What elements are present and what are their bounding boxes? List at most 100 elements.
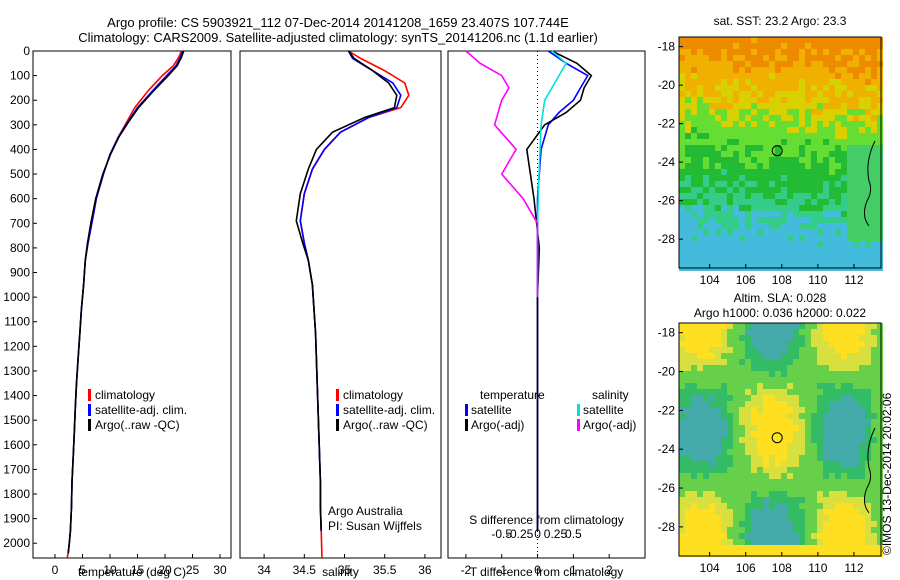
map-cell bbox=[739, 61, 745, 67]
map-cell bbox=[871, 97, 877, 103]
map-cell bbox=[703, 389, 709, 395]
map-cell bbox=[787, 235, 793, 241]
map-cell bbox=[775, 365, 781, 371]
map-cell bbox=[841, 259, 847, 265]
map-cell bbox=[793, 217, 799, 223]
map-cell bbox=[733, 223, 739, 229]
map-cell bbox=[823, 115, 829, 121]
map-cell bbox=[847, 115, 853, 121]
map-cell bbox=[679, 551, 685, 557]
map-cell bbox=[721, 73, 727, 79]
map-cell bbox=[763, 407, 769, 413]
map-cell bbox=[787, 229, 793, 235]
map-cell bbox=[793, 73, 799, 79]
map-cell bbox=[859, 503, 865, 509]
map-cell bbox=[877, 503, 883, 509]
map-cell bbox=[691, 473, 697, 479]
map-cell bbox=[703, 503, 709, 509]
map-cell bbox=[679, 521, 685, 527]
map-cell bbox=[817, 37, 823, 43]
map-cell bbox=[769, 473, 775, 479]
map-cell bbox=[781, 121, 787, 127]
y-tick-label: 1900 bbox=[3, 512, 30, 526]
map-cell bbox=[781, 217, 787, 223]
map-cell bbox=[829, 503, 835, 509]
map-cell bbox=[679, 353, 685, 359]
map-cell bbox=[835, 43, 841, 49]
map-cell bbox=[841, 413, 847, 419]
map-cell bbox=[697, 73, 703, 79]
map-cell bbox=[817, 169, 823, 175]
map-cell bbox=[835, 323, 841, 329]
map-cell bbox=[811, 223, 817, 229]
map-cell bbox=[751, 401, 757, 407]
map-cell bbox=[703, 85, 709, 91]
map-cell bbox=[853, 73, 859, 79]
map-cell bbox=[691, 235, 697, 241]
legend-swatch bbox=[577, 419, 580, 431]
map-cell bbox=[823, 241, 829, 247]
map-cell bbox=[691, 341, 697, 347]
map-cell bbox=[799, 235, 805, 241]
map-cell bbox=[871, 55, 877, 61]
map-cell bbox=[829, 377, 835, 383]
map-cell bbox=[811, 545, 817, 551]
map-cell bbox=[829, 497, 835, 503]
map-cell bbox=[865, 527, 871, 533]
map-cell bbox=[871, 449, 877, 455]
map-cell bbox=[817, 509, 823, 515]
map-cell bbox=[751, 163, 757, 169]
map-cell bbox=[805, 85, 811, 91]
map-frame bbox=[678, 36, 882, 269]
map-cell bbox=[847, 103, 853, 109]
map-cell bbox=[793, 335, 799, 341]
map-cell bbox=[745, 229, 751, 235]
x-tick-label: 108 bbox=[772, 273, 792, 287]
map-cell bbox=[685, 335, 691, 341]
map-cell bbox=[787, 455, 793, 461]
map-cell bbox=[775, 259, 781, 265]
map-cell bbox=[817, 365, 823, 371]
map-cell bbox=[751, 139, 757, 145]
map-cell bbox=[805, 43, 811, 49]
map-cell bbox=[721, 491, 727, 497]
map-cell bbox=[757, 193, 763, 199]
map-cell bbox=[853, 521, 859, 527]
map-cell bbox=[715, 425, 721, 431]
map-cell bbox=[775, 223, 781, 229]
map-cell bbox=[745, 527, 751, 533]
map-cell bbox=[763, 247, 769, 253]
map-cell bbox=[721, 371, 727, 377]
map-cell bbox=[823, 353, 829, 359]
map-cell bbox=[769, 329, 775, 335]
map-cell bbox=[709, 473, 715, 479]
map-cell bbox=[751, 455, 757, 461]
map-cell bbox=[877, 121, 883, 127]
map-cell bbox=[697, 175, 703, 181]
map-cell bbox=[685, 449, 691, 455]
map-cell bbox=[763, 199, 769, 205]
map-cell bbox=[775, 455, 781, 461]
map-cell bbox=[763, 335, 769, 341]
map-cell bbox=[781, 55, 787, 61]
map-cell bbox=[769, 67, 775, 73]
map-cell bbox=[871, 181, 877, 187]
map-cell bbox=[709, 151, 715, 157]
map-cell bbox=[769, 443, 775, 449]
map-cell bbox=[823, 157, 829, 163]
map-cell bbox=[871, 127, 877, 133]
map-cell bbox=[847, 169, 853, 175]
map-cell bbox=[799, 335, 805, 341]
map-cell bbox=[781, 109, 787, 115]
map-cell bbox=[847, 515, 853, 521]
map-cell bbox=[871, 323, 877, 329]
map-cell bbox=[685, 377, 691, 383]
map-cell bbox=[691, 533, 697, 539]
map-cell bbox=[769, 103, 775, 109]
map-cell bbox=[835, 235, 841, 241]
map-cell bbox=[745, 241, 751, 247]
x-tick-label: 35.5 bbox=[373, 563, 397, 577]
map-cell bbox=[787, 479, 793, 485]
map-cell bbox=[853, 259, 859, 265]
map-cell bbox=[811, 97, 817, 103]
